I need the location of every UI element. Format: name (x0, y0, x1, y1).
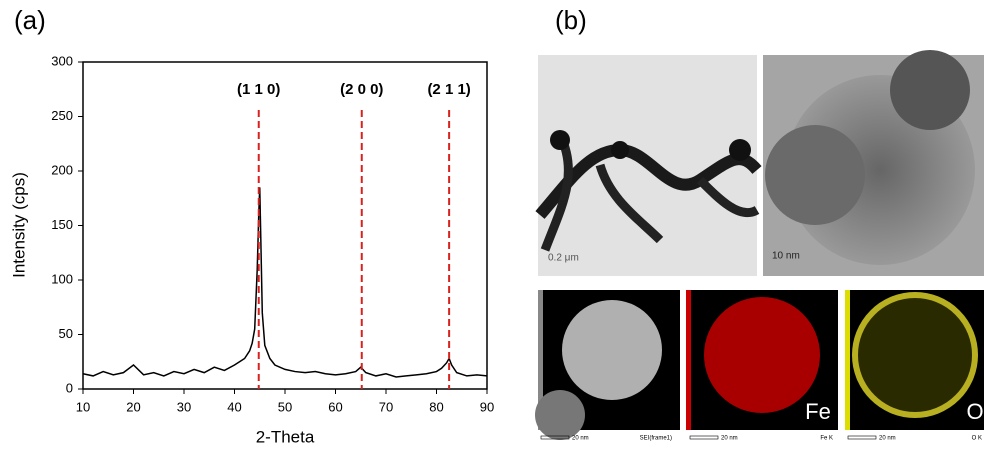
scale-label: 20 nm (572, 436, 589, 442)
y-tick-label: 250 (51, 108, 73, 123)
x-tick-label: 10 (76, 399, 90, 414)
map-caption: O K (972, 436, 982, 442)
scale-label: 10 nm (772, 251, 800, 262)
y-tick-label: 300 (51, 53, 73, 68)
x-tick-label: 50 (278, 399, 292, 414)
map-sei (535, 290, 680, 440)
plot-frame (82, 61, 488, 390)
map-caption: Fe K (820, 436, 833, 442)
x-tick-label: 20 (126, 399, 140, 414)
tem-image-low: 0.2 μm (535, 55, 762, 276)
tem-image-high: 10 nm (763, 50, 984, 276)
x-tick-label: 30 (177, 399, 191, 414)
y-tick-label: 100 (51, 271, 73, 286)
peak-label: (2 0 0) (340, 81, 383, 98)
element-label: O (966, 399, 983, 424)
x-tick-label: 80 (429, 399, 443, 414)
panel-label: (b) (555, 5, 587, 35)
map-o: O (845, 290, 984, 430)
x-tick-label: 90 (480, 399, 494, 414)
scale-label: 20 nm (721, 436, 738, 442)
x-tick-label: 40 (227, 399, 241, 414)
map-caption: SEI(frame1) (640, 436, 672, 442)
element-label: Fe (805, 399, 831, 424)
y-tick-label: 50 (59, 326, 73, 341)
map-fe: Fe (686, 290, 838, 430)
scale-label: 20 nm (879, 436, 896, 442)
peak-label: (2 1 1) (427, 81, 470, 98)
x-axis-label: 2-Theta (256, 427, 315, 446)
data-line (82, 187, 488, 378)
y-axis-label: Intensity (cps) (9, 172, 28, 278)
peak-label: (1 1 0) (237, 81, 280, 98)
scale-label: 0.2 μm (548, 253, 579, 264)
x-tick-label: 70 (379, 399, 393, 414)
x-tick-label: 60 (328, 399, 342, 414)
panel-label: (a) (14, 5, 46, 35)
y-tick-label: 150 (51, 217, 73, 232)
y-tick-label: 200 (51, 162, 73, 177)
y-tick-label: 0 (66, 380, 73, 395)
